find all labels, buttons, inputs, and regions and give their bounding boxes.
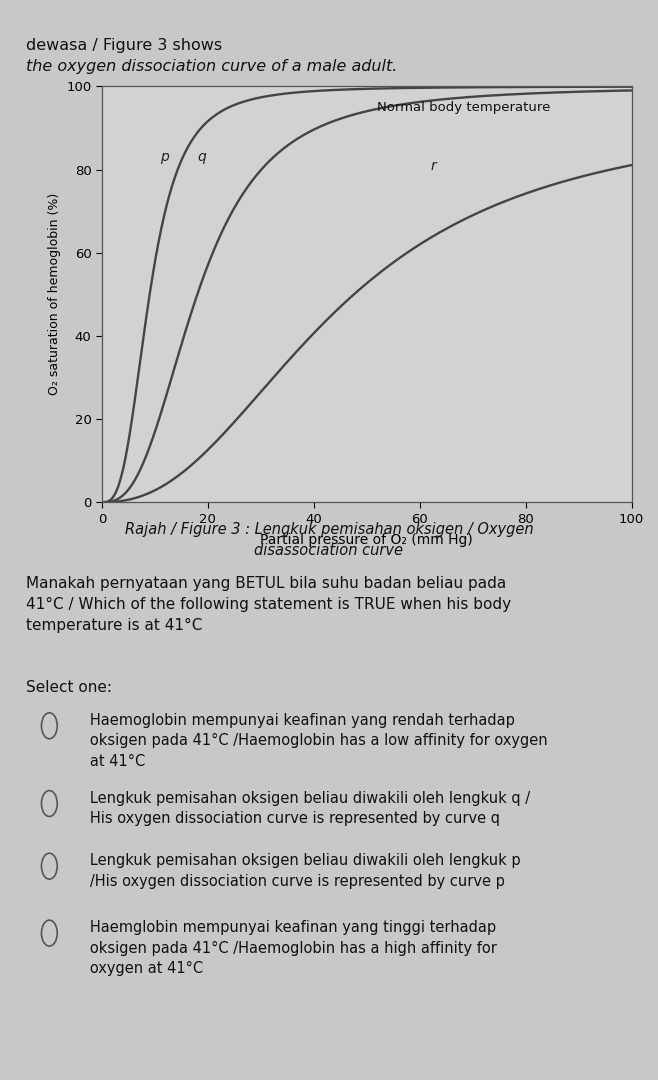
- Text: dewasa / Figure 3 shows: dewasa / Figure 3 shows: [26, 38, 222, 53]
- Text: Select one:: Select one:: [26, 680, 113, 696]
- Text: r: r: [430, 159, 436, 173]
- Text: Haemglobin mempunyai keafinan yang tinggi terhadap
   oksigen pada 41°C /Haemogl: Haemglobin mempunyai keafinan yang tingg…: [76, 920, 497, 976]
- Text: Lengkuk pemisahan oksigen beliau diwakili oleh lengkuk q /
   His oxygen dissoci: Lengkuk pemisahan oksigen beliau diwakil…: [76, 791, 530, 826]
- Y-axis label: O₂ saturation of hemoglobin (%): O₂ saturation of hemoglobin (%): [48, 193, 61, 395]
- Text: Manakah pernyataan yang BETUL bila suhu badan beliau pada
41°C / Which of the fo: Manakah pernyataan yang BETUL bila suhu …: [26, 576, 511, 633]
- X-axis label: Partial pressure of O₂ (mm Hg): Partial pressure of O₂ (mm Hg): [261, 532, 473, 546]
- Text: disassociation curve: disassociation curve: [255, 543, 403, 558]
- Text: Rajah / Figure 3 : Lengkuk pemisahan oksigen / Oxygen: Rajah / Figure 3 : Lengkuk pemisahan oks…: [124, 522, 534, 537]
- Text: p: p: [161, 150, 169, 164]
- Text: Lengkuk pemisahan oksigen beliau diwakili oleh lengkuk p
   /His oxygen dissocia: Lengkuk pemisahan oksigen beliau diwakil…: [76, 853, 520, 889]
- Text: the oxygen dissociation curve of a male adult.: the oxygen dissociation curve of a male …: [26, 59, 397, 75]
- Text: Haemoglobin mempunyai keafinan yang rendah terhadap
   oksigen pada 41°C /Haemog: Haemoglobin mempunyai keafinan yang rend…: [76, 713, 547, 769]
- Text: Normal body temperature: Normal body temperature: [378, 100, 551, 114]
- Text: q: q: [197, 150, 206, 164]
